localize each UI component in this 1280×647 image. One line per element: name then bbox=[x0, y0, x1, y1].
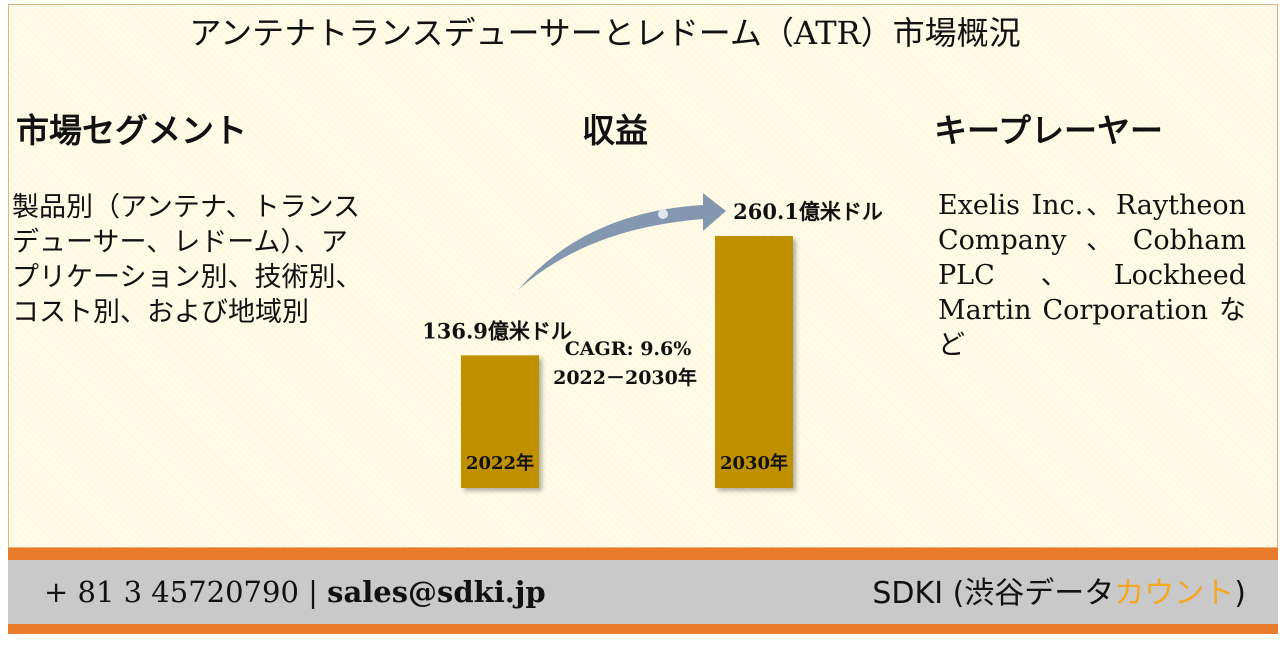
segment-description: 製品別（アンテナ、トランスデューサー、レドーム）、アプリケーション別、技術別、コ… bbox=[12, 192, 363, 328]
email-link[interactable]: sales@sdki.jp bbox=[327, 575, 546, 609]
brand-prefix: SDKI (渋谷データ bbox=[872, 576, 1115, 611]
arrow-highlight-dot bbox=[658, 209, 668, 219]
footer-band bbox=[8, 560, 1278, 624]
contact-line: + 81 3 45720790 | sales@sdki.jp bbox=[44, 575, 546, 609]
cagr-label: CAGR: 9.6% bbox=[565, 338, 692, 360]
category-label-0: 2022年 bbox=[466, 452, 534, 474]
cagr-period-label: 2022－2030年 bbox=[553, 366, 697, 389]
value-label-1: 260.1億米ドル bbox=[733, 199, 883, 224]
page-title: アンテナトランスデューサーとレドーム（ATR）市場概況 bbox=[189, 14, 1021, 52]
segment-heading: 市場セグメント bbox=[16, 111, 247, 150]
bar-0 bbox=[461, 355, 539, 488]
key-players-heading: キープレーヤー bbox=[934, 111, 1164, 150]
footer-accent-top bbox=[8, 548, 1278, 560]
phone-number: + 81 3 45720790 bbox=[44, 575, 299, 609]
value-label-0: 136.9億米ドル bbox=[422, 318, 572, 343]
growth-arrow-icon bbox=[518, 193, 726, 290]
contact-separator: | bbox=[308, 575, 318, 609]
bar-1 bbox=[715, 236, 793, 488]
brand-name: SDKI (渋谷データカウント) bbox=[872, 568, 1246, 612]
brand-accent: カウント bbox=[1114, 576, 1235, 611]
key-players-description: Exelis Inc.、Raytheon Company、Cobham PLC、… bbox=[938, 190, 1246, 361]
category-label-1: 2030年 bbox=[720, 452, 788, 474]
revenue-heading: 収益 bbox=[582, 111, 648, 150]
overview-panel bbox=[8, 4, 1278, 548]
footer-accent-bottom bbox=[8, 624, 1278, 634]
brand-suffix: ) bbox=[1234, 576, 1246, 611]
